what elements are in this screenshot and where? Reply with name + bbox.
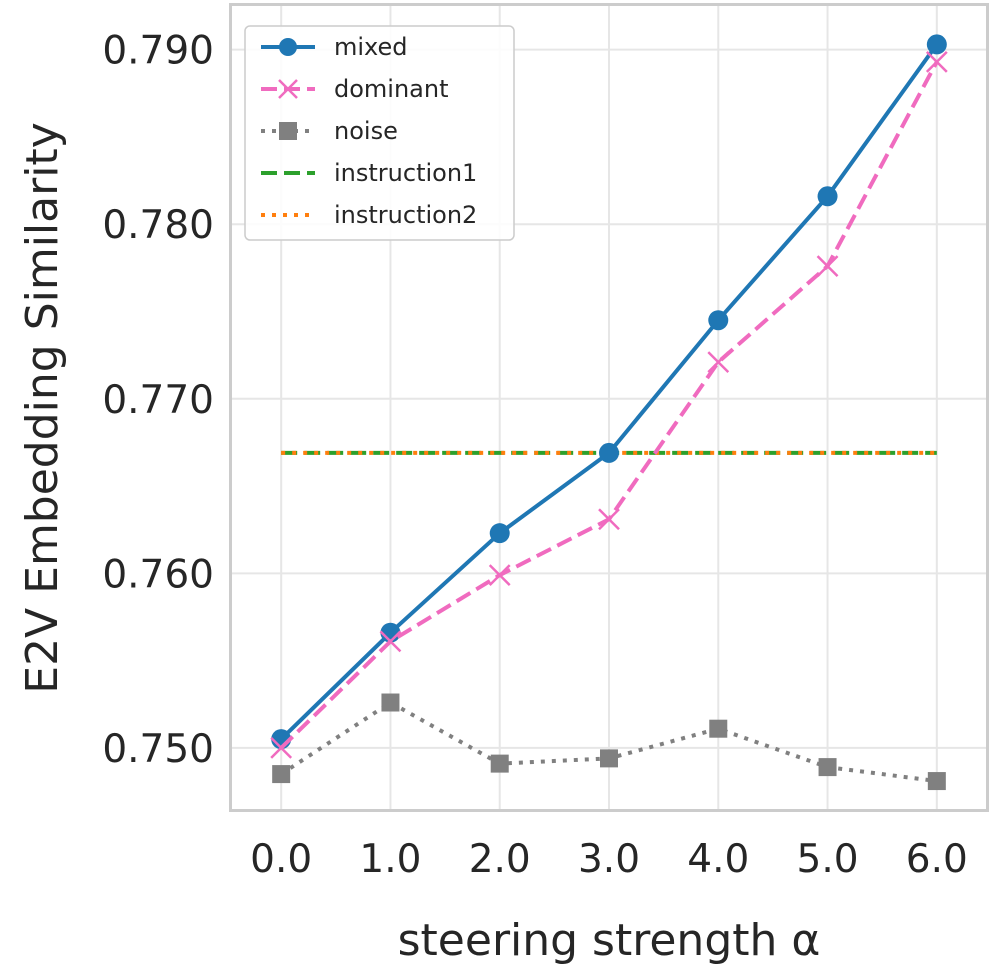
- legend-marker-noise: [279, 122, 297, 140]
- point-dominant-stroke: [598, 508, 620, 531]
- legend-label-dominant: dominant: [334, 75, 449, 103]
- point-dominant-stroke: [816, 255, 839, 277]
- x-tick-label: 3.0: [578, 837, 640, 882]
- x-tick-label: 0.0: [250, 837, 312, 882]
- point-dominant: [379, 630, 402, 653]
- y-tick-label: 0.760: [102, 552, 214, 597]
- plot-frame: [229, 3, 989, 812]
- point-noise: [381, 693, 400, 712]
- legend-marker-mixed: [279, 38, 297, 56]
- legend-entry-dominant: dominant: [261, 75, 449, 103]
- point-noise: [927, 772, 946, 791]
- point-dominant: [488, 564, 511, 586]
- point-mixed: [817, 186, 838, 207]
- x-tick-label: 5.0: [797, 837, 859, 882]
- y-tick-labels: 0.750 0.760 0.770 0.780 0.790: [102, 29, 214, 772]
- y-tick-label: 0.780: [102, 203, 214, 248]
- y-tick-label: 0.750: [102, 727, 214, 772]
- point-dominant-stroke: [707, 351, 730, 373]
- x-tick-labels: 0.0 1.0 2.0 3.0 4.0 5.0 6.0: [250, 837, 968, 882]
- x-tick-label: 2.0: [469, 837, 531, 882]
- point-noise: [490, 754, 509, 773]
- x-axis-label: steering strength α: [398, 915, 821, 966]
- point-mixed: [708, 310, 729, 331]
- point-noise: [818, 758, 837, 777]
- point-dominant: [707, 351, 730, 373]
- point-dominant: [598, 508, 620, 531]
- point-noise: [709, 719, 728, 738]
- legend-box: [244, 25, 515, 241]
- point-dominant-stroke: [925, 50, 948, 73]
- point-mixed: [926, 34, 947, 55]
- legend-entry-instruction1: instruction1: [261, 159, 477, 187]
- point-dominant: [270, 737, 293, 759]
- point-dominant-stroke: [488, 564, 511, 586]
- legend-entry-instruction2: instruction2: [261, 201, 477, 229]
- point-dominant: [925, 50, 948, 73]
- point-dominant: [816, 255, 839, 277]
- x-tick-label: 1.0: [359, 837, 421, 882]
- legend-marker-dominant-stroke: [278, 79, 298, 99]
- legend-label-mixed: mixed: [334, 33, 408, 61]
- y-tick-label: 0.790: [102, 29, 214, 74]
- legend-label-instruction1: instruction1: [334, 159, 477, 187]
- point-noise: [600, 749, 618, 768]
- point-mixed: [599, 442, 619, 463]
- legend: mixed dominant noise instruction1 instructio…: [244, 25, 515, 241]
- point-dominant-stroke: [270, 737, 293, 759]
- series-dominant: [270, 50, 948, 759]
- legend-entry-noise: noise: [261, 117, 398, 145]
- series-layer: [270, 34, 948, 791]
- y-tick-label: 0.770: [102, 378, 214, 423]
- y-axis-label: E2V Embedding Similarity: [17, 122, 68, 693]
- x-tick-label: 4.0: [687, 837, 749, 882]
- point-dominant-stroke: [379, 630, 402, 653]
- legend-entry-mixed: mixed: [261, 33, 408, 61]
- legend-marker-dominant: [278, 79, 298, 99]
- series-noise: [272, 693, 946, 791]
- x-tick-label: 6.0: [906, 837, 968, 882]
- legend-entries: mixed dominant noise instruction1 instructio…: [261, 33, 477, 229]
- point-mixed: [489, 523, 510, 544]
- point-noise: [272, 765, 291, 784]
- legend-label-noise: noise: [334, 117, 398, 145]
- legend-label-instruction2: instruction2: [334, 201, 477, 229]
